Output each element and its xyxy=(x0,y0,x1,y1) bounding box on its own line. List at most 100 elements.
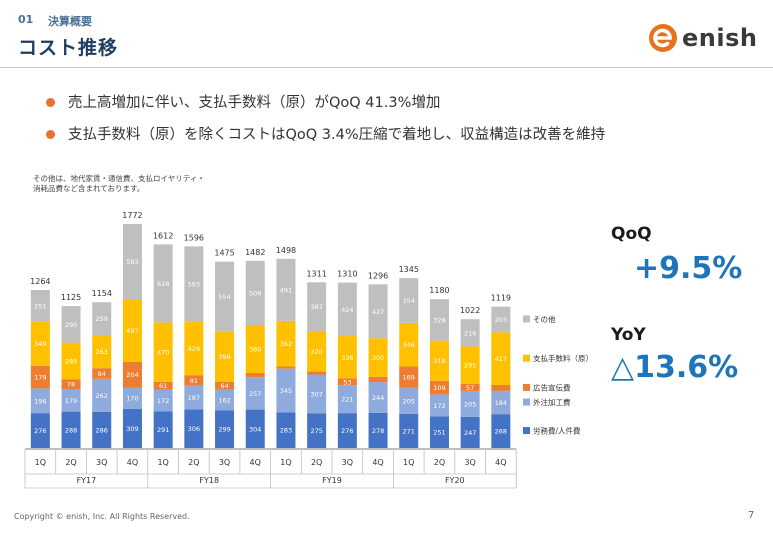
bar-total-label: 1596 xyxy=(184,233,204,242)
bar-segment xyxy=(399,413,419,448)
bar-value-label: 417 xyxy=(495,355,507,363)
bar-value-label: 78 xyxy=(67,381,75,389)
bullet-item: 売上高増加に伴い、支払手数料（原）がQoQ 41.3%増加 xyxy=(46,93,746,119)
bar-value-label: 299 xyxy=(218,426,230,434)
bar-total-label: 1475 xyxy=(214,249,234,258)
bar-segment xyxy=(245,409,265,448)
bar-value-label: 491 xyxy=(280,286,292,294)
bar-segment xyxy=(491,332,511,385)
bar-segment xyxy=(399,278,419,323)
legend-label: 外注加工費 xyxy=(533,397,571,407)
bar-segment xyxy=(122,361,142,388)
qoq-value: +9.5% xyxy=(634,251,743,286)
bar-value-label: 81 xyxy=(190,377,198,385)
bar-value-label: 427 xyxy=(372,308,384,316)
bar-value-label: 288 xyxy=(65,426,77,434)
enish-logo: enish xyxy=(648,22,768,54)
bar-value-label: 286 xyxy=(96,426,108,434)
x-tick-label: 1Q xyxy=(157,458,168,467)
bar-total-label: 1125 xyxy=(61,293,81,302)
bar-value-label: 204 xyxy=(126,371,138,379)
bar-segment xyxy=(30,388,50,414)
x-tick-label: 3Q xyxy=(96,458,107,467)
bar-value-label: 275 xyxy=(310,427,322,435)
bar-value-label: 304 xyxy=(249,425,261,433)
bar-segment xyxy=(368,284,388,339)
bar-segment xyxy=(184,321,204,376)
enish-logo-icon xyxy=(649,24,677,52)
bar-value-label: 262 xyxy=(96,392,108,400)
bar-segment xyxy=(307,282,327,332)
bar-segment xyxy=(92,378,112,412)
bar-segment xyxy=(337,385,357,414)
footnote-line: 消耗品費など含まれております。 xyxy=(33,184,145,193)
bar-segment xyxy=(399,322,419,367)
bullet-text: 売上高増加に伴い、支払手数料（原）がQoQ 41.3%増加 xyxy=(68,95,441,111)
group-label: FY18 xyxy=(199,476,219,485)
bar-value-label: 362 xyxy=(280,340,292,348)
bullet-list: 売上高増加に伴い、支払手数料（原）がQoQ 41.3%増加 支払手数料（原）を除… xyxy=(46,93,746,157)
bar-segment xyxy=(307,371,327,375)
x-tick-label: 1Q xyxy=(35,458,46,467)
bar-segment xyxy=(215,389,235,411)
bar-total-label: 1180 xyxy=(429,286,449,295)
bar-segment xyxy=(61,389,81,412)
bar-value-label: 470 xyxy=(157,349,169,357)
bar-segment xyxy=(491,306,511,333)
legend-swatch xyxy=(523,427,530,435)
bar-total-label: 1772 xyxy=(122,211,142,220)
bar-segment xyxy=(184,246,204,322)
bar-segment xyxy=(61,411,81,448)
bar-segment xyxy=(337,336,357,379)
bar-value-label: 263 xyxy=(96,348,108,356)
footnote-line: その他は、地代家賃・通信費、支払ロイヤリティ・ xyxy=(33,174,205,183)
legend-swatch xyxy=(523,354,530,362)
bar-segment xyxy=(307,331,327,372)
bar-value-label: 251 xyxy=(433,429,445,437)
bar-value-label: 187 xyxy=(188,394,200,402)
yoy-value: △13.6% xyxy=(611,350,739,385)
bar-value-label: 309 xyxy=(126,425,138,433)
bar-segment xyxy=(399,366,419,388)
bar-value-label: 283 xyxy=(280,427,292,435)
bar-value-label: 291 xyxy=(157,426,169,434)
section-title: 決算概要 xyxy=(48,15,92,28)
bar-segment xyxy=(460,383,480,391)
bar-segment xyxy=(215,410,235,448)
bar-value-label: 336 xyxy=(341,354,353,362)
bar-value-label: 387 xyxy=(310,303,322,311)
legend-swatch xyxy=(523,383,530,391)
bar-value-label: 53 xyxy=(343,378,351,386)
bar-segment xyxy=(245,377,265,410)
bar-total-label: 1612 xyxy=(153,231,173,240)
bar-value-label: 278 xyxy=(372,427,384,435)
legend-swatch xyxy=(523,315,530,323)
bar-segment xyxy=(460,346,480,384)
bar-value-label: 64 xyxy=(220,382,228,390)
bar-segment xyxy=(460,319,480,347)
bar-value-label: 205 xyxy=(403,397,415,405)
bar-value-label: 289 xyxy=(65,357,77,365)
bar-segment xyxy=(153,322,173,382)
bar-segment xyxy=(153,381,173,390)
bar-value-label: 268 xyxy=(495,428,507,436)
bar-value-label: 508 xyxy=(249,289,261,297)
bar-value-label: 259 xyxy=(96,315,108,323)
bar-value-label: 221 xyxy=(341,396,353,404)
bar-segment xyxy=(337,378,357,386)
bar-segment xyxy=(215,331,235,382)
bar-segment xyxy=(30,413,50,448)
bar-segment xyxy=(429,299,449,341)
bar-total-label: 1022 xyxy=(460,306,480,315)
x-tick-label: 4Q xyxy=(250,458,261,467)
bar-segment xyxy=(184,409,204,448)
bar-segment xyxy=(153,244,173,323)
header-divider xyxy=(0,67,773,68)
slide-header: 01 決算概要 コスト推移 enish xyxy=(0,0,773,68)
qoq-label: QoQ xyxy=(611,224,652,244)
bar-segment xyxy=(245,324,265,373)
bar-value-label: 593 xyxy=(188,280,200,288)
x-tick-label: 1Q xyxy=(280,458,291,467)
bar-value-label: 318 xyxy=(433,357,445,365)
